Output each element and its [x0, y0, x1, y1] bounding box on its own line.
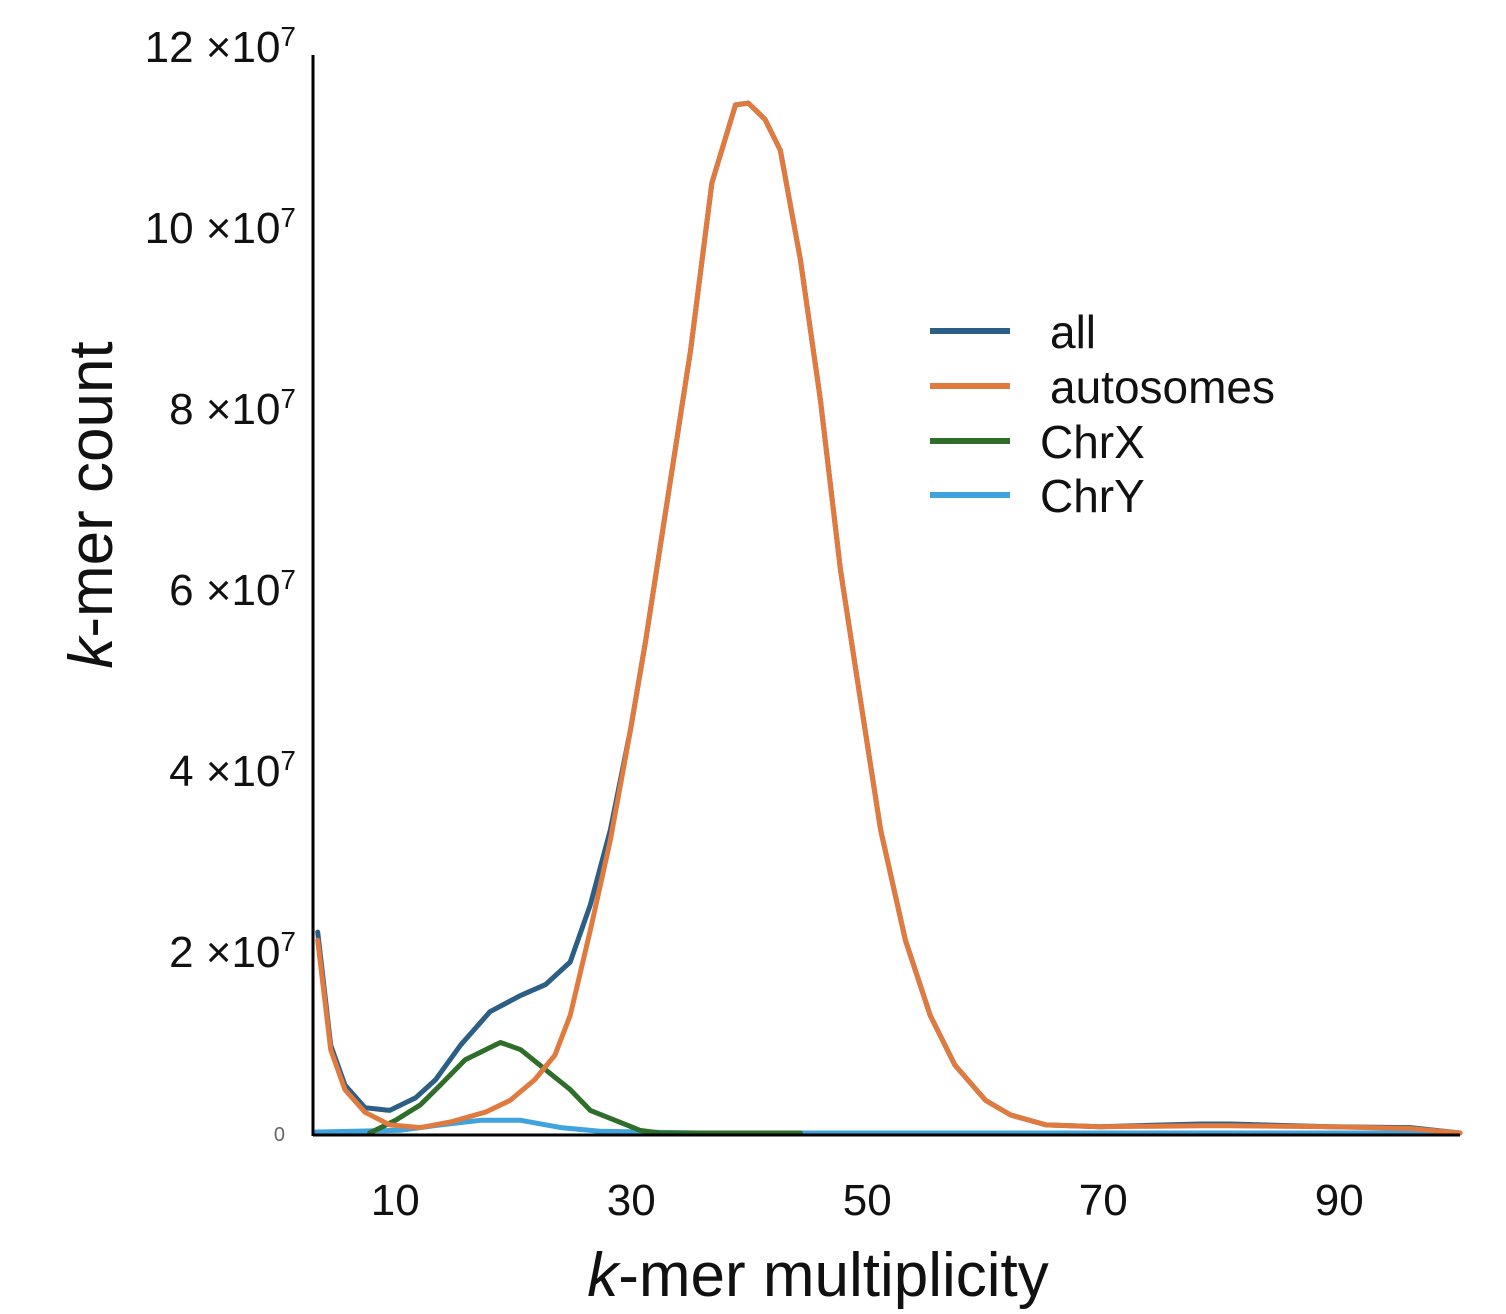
y-tick-label: 2 ×107	[169, 926, 296, 977]
legend-label: ChrY	[1040, 470, 1145, 522]
y-tick-label: 4 ×107	[169, 745, 296, 796]
legend-label: ChrX	[1040, 416, 1145, 468]
legend-item-all: all	[930, 306, 1096, 358]
series-line-all	[315, 100, 1463, 1136]
y-tick-label: 0	[274, 1124, 285, 1146]
series-line-chrx	[367, 1040, 803, 1136]
x-tick-labels: 10 30 50 70 90	[371, 1176, 1364, 1225]
series-layer	[311, 100, 1463, 1136]
x-tick-label: 70	[1079, 1176, 1128, 1225]
x-tick-label: 30	[607, 1176, 656, 1225]
legend-item-autosomes: autosomes	[930, 361, 1275, 413]
y-tick-labels: 0 2 ×107 4 ×107 6 ×107 8 ×107 10 ×107 12 ×107	[145, 21, 296, 1146]
y-tick-label: 10 ×107	[145, 202, 296, 253]
x-tick-label: 10	[371, 1176, 420, 1225]
legend-label: all	[1050, 306, 1096, 358]
y-axis-label: k-mer count	[57, 341, 126, 668]
series-line-autosomes	[315, 100, 1463, 1136]
y-tick-label: 6 ×107	[169, 564, 296, 615]
x-tick-label: 50	[843, 1176, 892, 1225]
y-tick-label: 8 ×107	[169, 383, 296, 434]
legend-label: autosomes	[1050, 361, 1275, 413]
x-tick-label: 90	[1315, 1176, 1364, 1225]
y-tick-label: 12 ×107	[145, 21, 296, 72]
legend-item-chry: ChrY	[930, 470, 1145, 522]
legend-item-chrx: ChrX	[930, 416, 1145, 468]
x-axis-label: k-mer multiplicity	[587, 1241, 1049, 1310]
